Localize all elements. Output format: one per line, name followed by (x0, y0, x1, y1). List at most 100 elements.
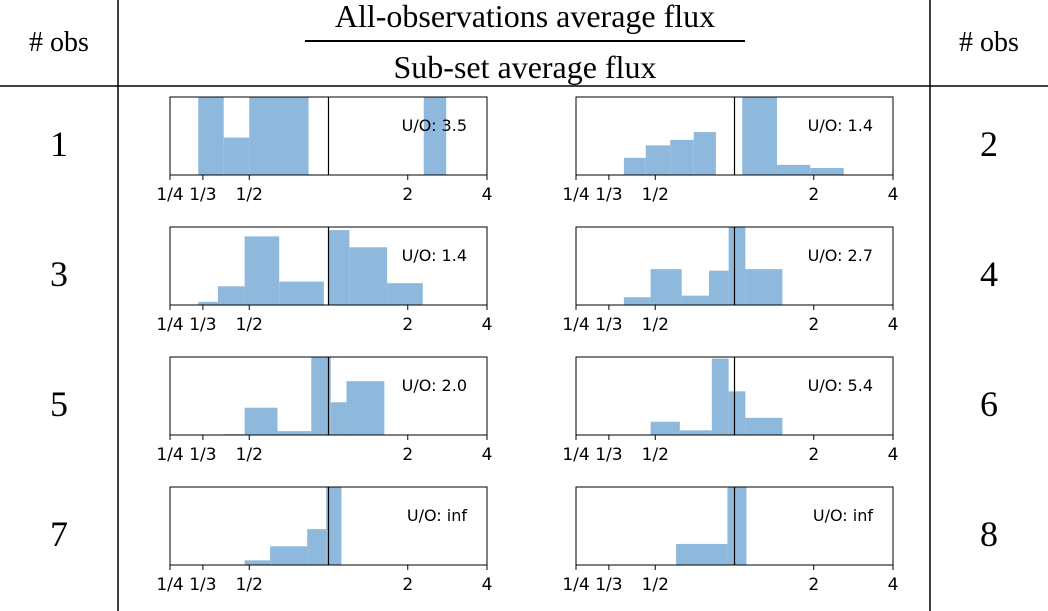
histogram-bar (728, 227, 746, 305)
tick-label: 1/3 (595, 575, 622, 595)
row-obs-label: 8 (980, 514, 998, 554)
histogram-bar (711, 358, 729, 435)
ratio-label: U/O: 2.0 (402, 376, 467, 395)
tick-label: 1/4 (156, 445, 183, 465)
ratio-label: U/O: 5.4 (808, 376, 873, 395)
ratio-label: U/O: 2.7 (808, 246, 873, 265)
tick-label: 2 (402, 185, 413, 205)
histogram-panel: 1/4 1/3 1/2 2 4 U/O: 2.0 (156, 356, 493, 465)
tick-label: 4 (482, 445, 493, 465)
histogram-bar (311, 357, 331, 435)
histogram-bar (650, 421, 680, 435)
header-numerator: All-observations average flux (335, 0, 715, 34)
histogram-bar (270, 546, 308, 565)
histogram-bar (244, 236, 280, 305)
histogram-bar (326, 487, 342, 565)
tick-label: 1/4 (156, 575, 183, 595)
histogram-bar (708, 270, 729, 305)
histogram-panel: 1/4 1/3 1/2 2 4 U/O: 5.4 (562, 356, 899, 465)
histogram-bar (277, 431, 312, 435)
tick-label: 1/4 (562, 575, 589, 595)
tick-label: 2 (402, 445, 413, 465)
histogram-bar (650, 269, 682, 305)
tick-label: 1/2 (642, 315, 669, 335)
tick-label: 1/2 (236, 445, 263, 465)
histogram-bar (623, 297, 651, 305)
histogram-bar (727, 487, 747, 565)
histogram-bar (330, 402, 347, 435)
histogram-bar (223, 137, 250, 175)
histogram-bar (670, 139, 694, 175)
histogram-bar (623, 157, 646, 175)
tick-label: 1/3 (189, 315, 216, 335)
tick-label: 1/3 (189, 445, 216, 465)
tick-label: 4 (482, 185, 493, 205)
tick-label: 1/4 (562, 185, 589, 205)
row-obs-label: 7 (50, 514, 68, 554)
histogram-bar (244, 560, 271, 565)
tick-label: 2 (808, 315, 819, 335)
tick-label: 2 (402, 315, 413, 335)
tick-label: 4 (888, 185, 899, 205)
histogram-bar (244, 407, 278, 435)
row-obs-label: 4 (980, 254, 998, 294)
header-obs-right: # obs (959, 27, 1019, 58)
tick-label: 1/3 (189, 185, 216, 205)
histogram-panel: 1/4 1/3 1/2 2 4 U/O: inf (562, 486, 899, 595)
header-denominator: Sub-set average flux (393, 49, 656, 85)
histogram-bar (745, 269, 783, 305)
tick-label: 1/2 (236, 575, 263, 595)
histogram-bar (681, 295, 709, 305)
tick-label: 2 (808, 185, 819, 205)
tick-label: 4 (482, 575, 493, 595)
histogram-panel: 1/4 1/3 1/2 2 4 U/O: 1.4 (156, 226, 492, 335)
tick-label: 1/4 (562, 445, 589, 465)
histogram-panel: 1/4 1/3 1/2 2 4 U/O: 3.5 (156, 96, 493, 205)
histogram-bar (676, 543, 728, 565)
histogram-bar (423, 97, 447, 175)
tick-label: 2 (402, 575, 413, 595)
tick-label: 1/2 (642, 575, 669, 595)
histogram-bar (307, 529, 327, 565)
tick-label: 1/2 (236, 185, 263, 205)
histogram-panel: 1/4 1/3 1/2 2 4 U/O: 1.4 (562, 96, 899, 205)
row-obs-label: 5 (50, 384, 68, 424)
histogram-panel: 1/4 1/3 1/2 2 4 U/O: inf (156, 486, 493, 595)
histogram-bar (249, 97, 309, 175)
tick-label: 4 (888, 445, 899, 465)
histogram-bar (346, 381, 385, 435)
tick-label: 1/2 (236, 315, 263, 335)
tick-label: 4 (888, 315, 899, 335)
histogram-bar (693, 132, 716, 175)
tick-label: 1/4 (156, 185, 183, 205)
histogram-bar (387, 283, 423, 305)
ratio-label: U/O: inf (813, 506, 873, 525)
tick-label: 1/4 (156, 315, 183, 335)
tick-label: 4 (888, 575, 899, 595)
tick-label: 1/3 (595, 315, 622, 335)
tick-label: 1/3 (189, 575, 216, 595)
histogram-panel: 1/4 1/3 1/2 2 4 U/O: 2.7 (562, 226, 899, 335)
tick-label: 1/4 (562, 315, 589, 335)
row-obs-label: 3 (50, 254, 68, 294)
ratio-label: U/O: 1.4 (808, 116, 873, 135)
tick-label: 1/2 (642, 185, 669, 205)
header-obs-left: # obs (29, 27, 89, 58)
histogram-bar (745, 417, 783, 435)
histogram-bar (776, 164, 811, 175)
row-obs-label: 6 (980, 384, 998, 424)
histogram-bar (810, 167, 844, 175)
tick-label: 1/3 (595, 445, 622, 465)
row-obs-label: 1 (50, 124, 68, 164)
ratio-label: U/O: 3.5 (402, 116, 467, 135)
ratio-label: U/O: 1.4 (402, 246, 467, 265)
histogram-bar (728, 391, 746, 435)
histogram-bar (645, 145, 671, 175)
histogram-bar (328, 230, 350, 305)
histogram-panels: 1/4 1/3 1/2 2 4 U/O: 3.5 1/4 1/3 1/2 2 4 U/O: 1.4 1/… (156, 96, 899, 595)
histogram-bar (279, 281, 324, 305)
histogram-bar (217, 286, 245, 305)
histogram-bar (742, 97, 777, 175)
histogram-bar (349, 247, 388, 305)
